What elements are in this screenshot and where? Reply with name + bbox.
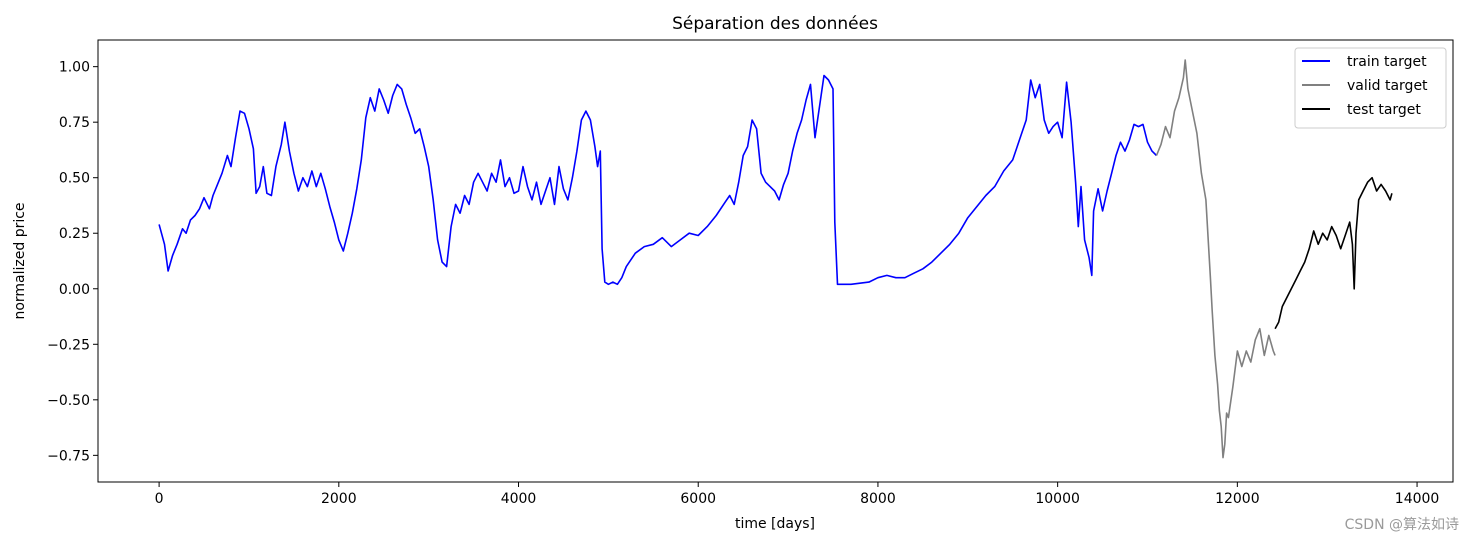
- chart-title: Séparation des données: [672, 14, 878, 34]
- x-axis-ticks: 0 2000 4000 6000 8000 10000 12000 14000: [155, 482, 1440, 507]
- legend-box: [1294, 47, 1447, 129]
- legend-label: train target: [1347, 54, 1427, 70]
- plot-area-frame: [97, 39, 1454, 483]
- legend-label: test target: [1347, 102, 1421, 118]
- y-tick-label: 0.00: [59, 282, 90, 298]
- x-tick-label: 2000: [321, 491, 357, 507]
- y-axis-ticks: 1.00 0.75 0.50 0.25 0.00 −0.25 −0.50 −0.75: [47, 60, 98, 464]
- y-tick-label: −0.75: [47, 448, 90, 464]
- y-tick-label: 0.50: [59, 171, 90, 187]
- y-tick-label: 0.25: [59, 226, 90, 242]
- y-tick-label: −0.50: [47, 393, 90, 409]
- y-tick-label: 0.75: [59, 115, 90, 131]
- series-line-test-target: [1274, 176, 1393, 330]
- x-tick-label: 0: [155, 491, 164, 507]
- x-tick-label: 8000: [860, 491, 896, 507]
- x-tick-label: 6000: [680, 491, 716, 507]
- legend-label: valid target: [1347, 78, 1428, 94]
- plot-lines: [158, 59, 1393, 459]
- y-tick-label: −0.25: [47, 337, 90, 353]
- x-tick-label: 14000: [1395, 491, 1440, 507]
- watermark-text: CSDN @算法如诗: [1344, 517, 1459, 533]
- x-tick-label: 12000: [1215, 491, 1260, 507]
- x-tick-label: 10000: [1035, 491, 1080, 507]
- y-axis-label: normalized price: [12, 202, 28, 319]
- x-tick-label: 4000: [501, 491, 537, 507]
- series-line-train-target: [158, 74, 1158, 286]
- series-line-valid-target: [1155, 59, 1276, 459]
- legend: train target valid target test target: [1294, 47, 1447, 129]
- y-tick-label: 1.00: [59, 60, 90, 76]
- x-axis-label: time [days]: [735, 516, 815, 532]
